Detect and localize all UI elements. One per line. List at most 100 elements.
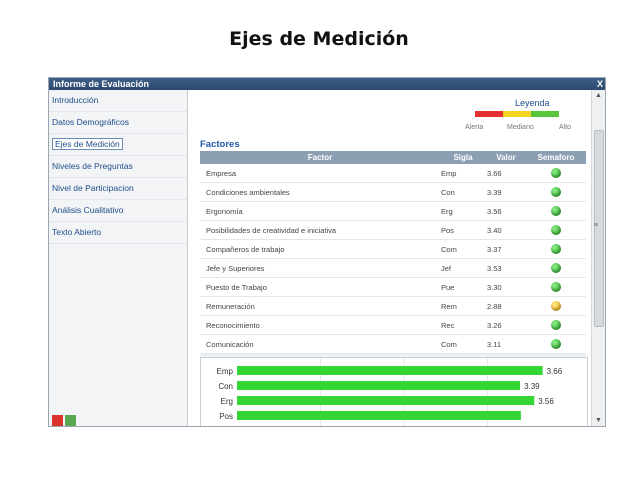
sigla-cell: Pue bbox=[440, 277, 486, 297]
table-row: Remuneración Rem 2.88 bbox=[200, 296, 586, 316]
sigla-cell: Erg bbox=[440, 201, 486, 221]
sidebar-item-label: Texto Abierto bbox=[52, 227, 102, 237]
table-row: Compañeros de trabajo Com 3.37 bbox=[200, 239, 586, 259]
sidebar-item-datos-demograficos[interactable]: Datos Demográficos bbox=[49, 112, 187, 134]
sigla-cell: Pos bbox=[440, 220, 486, 240]
legend-label-mediano: Mediano bbox=[507, 124, 534, 131]
sidebar-item-nivel-de-participacion[interactable]: Nivel de Participacion bbox=[49, 178, 187, 200]
window-titlebar: Informe de Evaluación X bbox=[49, 78, 605, 90]
table-row: Jefe y Superiores Jef 3.53 bbox=[200, 258, 586, 278]
email-icon[interactable] bbox=[65, 415, 76, 426]
semaforo-cell bbox=[526, 220, 586, 240]
legend-title: Leyenda bbox=[515, 98, 550, 108]
value-label: 3.56 bbox=[538, 397, 554, 406]
green-light-icon bbox=[551, 168, 561, 178]
factor-cell: Condiciones ambientales bbox=[200, 182, 440, 202]
factor-cell: Empresa bbox=[200, 164, 440, 183]
green-light-icon bbox=[551, 320, 561, 330]
valor-cell: 3.56 bbox=[486, 201, 526, 221]
factor-cell: Ergonomía bbox=[200, 201, 440, 221]
bar bbox=[237, 411, 521, 420]
table-row: Reconocimiento Rec 3.26 bbox=[200, 315, 586, 335]
category-label: Erg bbox=[221, 397, 233, 406]
green-light-icon bbox=[551, 187, 561, 197]
scroll-down-icon[interactable]: ▼ bbox=[595, 417, 602, 424]
valor-cell: 3.39 bbox=[486, 182, 526, 202]
sigla-cell: Emp bbox=[440, 164, 486, 183]
green-light-icon bbox=[551, 244, 561, 254]
semaforo-cell bbox=[526, 296, 586, 316]
factor-cell: Remuneración bbox=[200, 296, 440, 316]
category-label: Emp bbox=[217, 367, 234, 376]
sigla-cell: Rem bbox=[440, 296, 486, 316]
sidebar-item-ejes-de-medicion[interactable]: Ejes de Medición bbox=[49, 134, 187, 156]
sidebar-item-niveles-de-preguntas[interactable]: Niveles de Preguntas bbox=[49, 156, 187, 178]
semaforo-cell bbox=[526, 315, 586, 335]
pdf-icon[interactable] bbox=[52, 415, 63, 426]
table-row: Puesto de Trabajo Pue 3.30 bbox=[200, 277, 586, 297]
evaluation-report-window: Informe de Evaluación X Introducción Dat… bbox=[48, 77, 606, 427]
factor-cell: Reconocimiento bbox=[200, 315, 440, 335]
sidebar-item-analisis-cualitativo[interactable]: Análisis Cualitativo bbox=[49, 200, 187, 222]
category-label: Con bbox=[218, 382, 233, 391]
sidebar-item-texto-abierto[interactable]: Texto Abierto bbox=[49, 222, 187, 244]
green-light-icon bbox=[551, 339, 561, 349]
scroll-grip-icon: ≡ bbox=[594, 222, 599, 229]
scrollbar-thumb[interactable] bbox=[594, 130, 604, 327]
sigla-cell: Com bbox=[440, 334, 486, 354]
sigla-cell: Rec bbox=[440, 315, 486, 335]
legend: Leyenda Alerta Mediano Alto bbox=[465, 98, 571, 138]
valor-cell: 3.30 bbox=[486, 277, 526, 297]
semaforo-cell bbox=[526, 201, 586, 221]
close-icon[interactable]: X bbox=[596, 79, 603, 89]
table-header-row: Factor Sigla Valor Semaforo bbox=[200, 151, 586, 164]
valor-cell: 3.40 bbox=[486, 220, 526, 240]
sidebar-item-label: Ejes de Medición bbox=[52, 138, 123, 150]
column-header-factor[interactable]: Factor bbox=[200, 151, 440, 164]
factor-cell: Jefe y Superiores bbox=[200, 258, 440, 278]
semaforo-cell bbox=[526, 334, 586, 354]
slide-title: Ejes de Medición bbox=[229, 28, 409, 50]
value-label: 3.66 bbox=[547, 367, 563, 376]
factor-cell: Puesto de Trabajo bbox=[200, 277, 440, 297]
factor-cell: Comunicación bbox=[200, 334, 440, 354]
legend-swatch-alerta bbox=[475, 111, 503, 117]
legend-swatch-mediano bbox=[503, 111, 531, 117]
yellow-light-icon bbox=[551, 301, 561, 311]
green-light-icon bbox=[551, 263, 561, 273]
column-header-sigla[interactable]: Sigla bbox=[440, 151, 486, 164]
semaforo-cell bbox=[526, 182, 586, 202]
sidebar-item-introduccion[interactable]: Introducción bbox=[49, 90, 187, 112]
factor-cell: Compañeros de trabajo bbox=[200, 239, 440, 259]
table-row: Comunicación Com 3.11 bbox=[200, 334, 586, 354]
table-row: Ergonomía Erg 3.56 bbox=[200, 201, 586, 221]
legend-label-alerta: Alerta bbox=[465, 124, 484, 131]
sidebar-item-label: Niveles de Preguntas bbox=[52, 161, 133, 171]
category-label: Pos bbox=[219, 412, 233, 421]
semaforo-cell bbox=[526, 164, 586, 183]
green-light-icon bbox=[551, 206, 561, 216]
sigla-cell: Con bbox=[440, 182, 486, 202]
table-row: Posibilidades de creatividad e iniciativ… bbox=[200, 220, 586, 240]
semaforo-cell bbox=[526, 258, 586, 278]
factor-bar-chart: Emp 3.66 Con 3.39 Erg 3.56 Pos bbox=[200, 357, 588, 426]
valor-cell: 3.11 bbox=[486, 334, 526, 354]
semaforo-cell bbox=[526, 239, 586, 259]
column-header-valor[interactable]: Valor bbox=[486, 151, 526, 164]
valor-cell: 3.26 bbox=[486, 315, 526, 335]
section-title: Factores bbox=[200, 139, 240, 150]
valor-cell: 3.37 bbox=[486, 239, 526, 259]
bar bbox=[237, 381, 521, 390]
valor-cell: 2.88 bbox=[486, 296, 526, 316]
vertical-scrollbar[interactable]: ▲ ≡ ▼ bbox=[591, 90, 605, 426]
legend-label-alto: Alto bbox=[559, 124, 572, 131]
sidebar-item-label: Datos Demográficos bbox=[52, 117, 130, 127]
sigla-cell: Jef bbox=[440, 258, 486, 278]
column-header-semaforo[interactable]: Semaforo bbox=[526, 151, 586, 164]
table-row: Empresa Emp 3.66 bbox=[200, 164, 586, 183]
bar bbox=[237, 396, 535, 405]
table-row: Condiciones ambientales Con 3.39 bbox=[200, 182, 586, 202]
scroll-up-icon[interactable]: ▲ bbox=[595, 92, 602, 99]
sidebar-item-label: Nivel de Participacion bbox=[52, 183, 134, 193]
sidebar-actions bbox=[52, 412, 78, 426]
